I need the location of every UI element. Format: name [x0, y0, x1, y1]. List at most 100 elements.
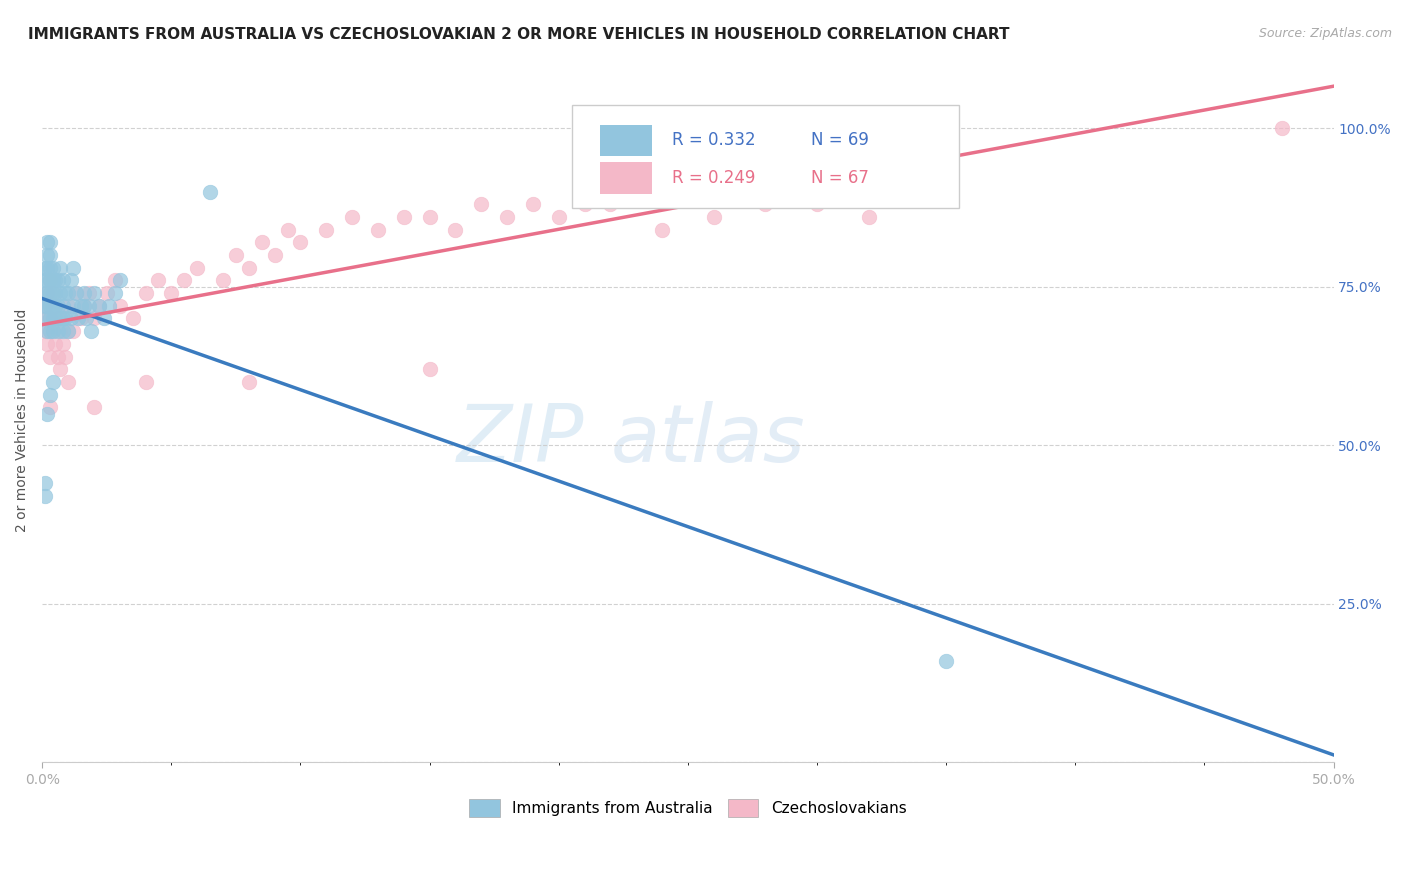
- Point: [49, 311, 72, 326]
- Point: [39, 311, 62, 326]
- Point: [39, 401, 62, 415]
- Point: [49, 286, 72, 301]
- Point: [80, 324, 103, 338]
- Point: [41, 286, 63, 301]
- Point: [44, 273, 66, 287]
- Point: [77, 299, 100, 313]
- Point: [41, 375, 63, 389]
- Point: [263, 248, 285, 262]
- Point: [225, 248, 247, 262]
- Point: [290, 235, 312, 250]
- Point: [56, 375, 79, 389]
- Point: [44, 311, 66, 326]
- Point: [547, 210, 569, 224]
- Point: [70, 311, 93, 326]
- Point: [70, 299, 93, 313]
- Point: [37, 235, 59, 250]
- Point: [62, 260, 84, 275]
- Point: [41, 260, 63, 275]
- Text: ZIP: ZIP: [457, 401, 585, 480]
- Point: [39, 350, 62, 364]
- Point: [34, 286, 56, 301]
- Text: R = 0.249: R = 0.249: [672, 169, 756, 187]
- Point: [87, 299, 110, 313]
- Point: [522, 197, 544, 211]
- Point: [46, 299, 69, 313]
- Point: [703, 210, 725, 224]
- Point: [39, 311, 62, 326]
- Point: [56, 299, 79, 313]
- FancyBboxPatch shape: [600, 125, 652, 156]
- Point: [39, 299, 62, 313]
- Point: [46, 324, 69, 338]
- Point: [250, 235, 273, 250]
- Point: [49, 362, 72, 376]
- Point: [651, 222, 673, 236]
- Point: [72, 286, 94, 301]
- Point: [39, 324, 62, 338]
- Point: [41, 324, 63, 338]
- Point: [44, 336, 66, 351]
- Point: [186, 260, 208, 275]
- Point: [37, 324, 59, 338]
- Point: [41, 286, 63, 301]
- Point: [134, 375, 156, 389]
- Point: [754, 197, 776, 211]
- Point: [41, 299, 63, 313]
- Point: [858, 210, 880, 224]
- Point: [55, 311, 77, 326]
- Point: [1271, 121, 1294, 136]
- Point: [34, 299, 56, 313]
- Point: [34, 260, 56, 275]
- Point: [72, 299, 94, 313]
- Point: [77, 286, 100, 301]
- Point: [46, 273, 69, 287]
- Point: [41, 324, 63, 338]
- Point: [34, 324, 56, 338]
- Point: [52, 311, 75, 326]
- Point: [160, 286, 183, 301]
- Point: [55, 286, 77, 301]
- FancyBboxPatch shape: [600, 162, 652, 194]
- Text: N = 67: N = 67: [810, 169, 869, 187]
- Point: [52, 336, 75, 351]
- Point: [62, 324, 84, 338]
- Point: [574, 197, 596, 211]
- Point: [46, 311, 69, 326]
- Point: [315, 222, 337, 236]
- Point: [599, 197, 621, 211]
- Point: [340, 210, 363, 224]
- Point: [55, 350, 77, 364]
- Point: [103, 286, 125, 301]
- Point: [37, 311, 59, 326]
- Point: [173, 273, 195, 287]
- Point: [39, 248, 62, 262]
- Point: [367, 222, 389, 236]
- Point: [41, 311, 63, 326]
- Point: [392, 210, 415, 224]
- Point: [44, 286, 66, 301]
- Point: [52, 324, 75, 338]
- Point: [96, 286, 118, 301]
- Point: [41, 273, 63, 287]
- Point: [49, 260, 72, 275]
- Point: [34, 273, 56, 287]
- Point: [103, 273, 125, 287]
- Point: [59, 311, 82, 326]
- Point: [75, 311, 97, 326]
- Point: [496, 210, 519, 224]
- Point: [419, 362, 441, 376]
- Text: R = 0.332: R = 0.332: [672, 131, 756, 149]
- Point: [238, 375, 260, 389]
- FancyBboxPatch shape: [572, 105, 959, 208]
- Point: [39, 273, 62, 287]
- Point: [37, 311, 59, 326]
- Text: N = 69: N = 69: [810, 131, 869, 149]
- Point: [62, 299, 84, 313]
- Point: [52, 299, 75, 313]
- Point: [806, 197, 828, 211]
- Point: [87, 299, 110, 313]
- Point: [56, 324, 79, 338]
- Point: [34, 489, 56, 503]
- Point: [444, 222, 467, 236]
